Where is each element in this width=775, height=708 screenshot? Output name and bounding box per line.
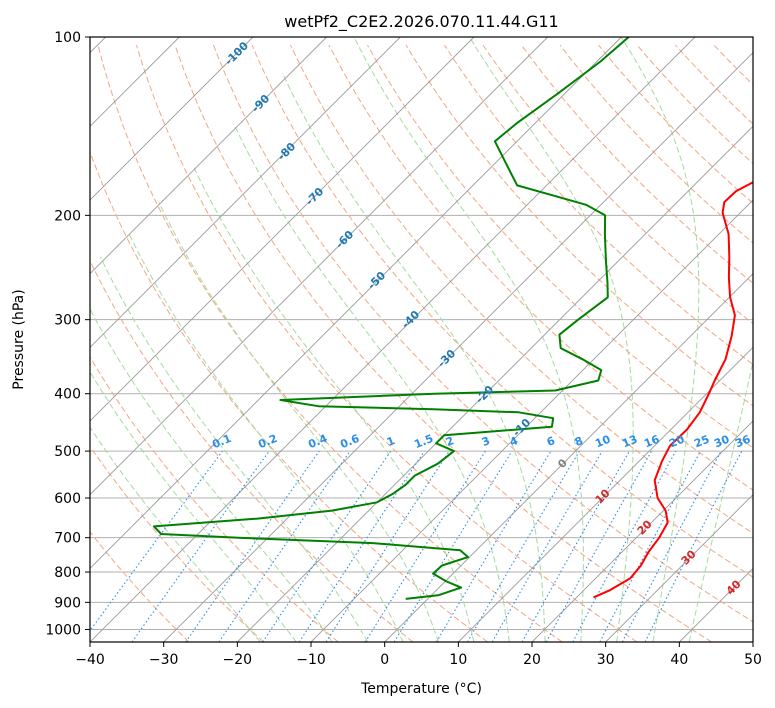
plot-frame bbox=[89, 36, 754, 643]
mixing-ratio-line bbox=[393, 450, 513, 642]
moist-adiabat bbox=[90, 308, 333, 642]
mixing-ratio-line bbox=[325, 450, 450, 642]
y-tick-label: 1000 bbox=[45, 622, 81, 638]
y-tick-label: 400 bbox=[54, 387, 81, 403]
mixing-ratio-line bbox=[90, 450, 223, 632]
moist-adiabat bbox=[353, 37, 584, 642]
x-axis-title: Temperature (°C) bbox=[360, 681, 482, 697]
mixing-ratio-label: 30 bbox=[712, 433, 731, 451]
mixing-ratio-label: 1 bbox=[385, 434, 397, 449]
x-tick-label: −10 bbox=[296, 652, 326, 668]
moist-adiabat bbox=[90, 426, 261, 642]
x-tick-label: 20 bbox=[523, 652, 541, 668]
dry-adiabat bbox=[598, 44, 753, 204]
dry-adiabat bbox=[251, 44, 753, 578]
moist-adiabat bbox=[90, 370, 297, 642]
x-tick-label: 30 bbox=[597, 652, 615, 668]
moist-adiabat bbox=[192, 165, 475, 642]
x-tick-label: −40 bbox=[75, 652, 105, 668]
mixing-ratio-line bbox=[185, 450, 320, 642]
mixing-ratio-label: 8 bbox=[573, 434, 585, 449]
isotherm bbox=[310, 199, 753, 642]
mixing-ratio-label: 25 bbox=[692, 433, 711, 451]
x-axis: −40 −30 −20 −10 0 10 20 30 40 50 bbox=[75, 642, 762, 668]
mixing-ratio-line bbox=[521, 450, 630, 642]
moist-adiabat bbox=[233, 123, 510, 642]
mixing-ratio-label: 3 bbox=[480, 434, 492, 449]
mixing-ratio-line bbox=[298, 450, 425, 642]
moist-adiabats bbox=[90, 37, 753, 642]
y-tick-label: 700 bbox=[54, 531, 81, 547]
x-tick-label: 10 bbox=[449, 652, 467, 668]
mixing-ratio-label: 20 bbox=[667, 433, 686, 451]
isotherm bbox=[90, 37, 254, 201]
y-tick-label: 800 bbox=[54, 565, 81, 581]
dry-adiabat bbox=[136, 44, 638, 642]
isotherm bbox=[605, 494, 753, 642]
mixing-ratio-line bbox=[572, 450, 677, 642]
y-tick-label: 200 bbox=[54, 208, 81, 224]
isotherm bbox=[90, 37, 327, 275]
moist-adiabat bbox=[469, 37, 634, 642]
dry-adiabat bbox=[90, 445, 264, 642]
isotherm bbox=[384, 273, 753, 642]
x-tick-label: 50 bbox=[744, 652, 762, 668]
y-tick-label: 100 bbox=[54, 30, 81, 46]
dry-adiabat bbox=[90, 356, 339, 642]
x-tick-label: −20 bbox=[223, 652, 253, 668]
mixing-ratio-label: 2 bbox=[444, 434, 456, 449]
sounding-traces bbox=[153, 37, 753, 600]
y-axis-title: Pressure (hPa) bbox=[11, 289, 27, 389]
temperature-trace bbox=[593, 181, 753, 599]
isotherm bbox=[90, 37, 475, 422]
x-tick-label: 0 bbox=[380, 652, 389, 668]
dry-adiabat bbox=[636, 44, 753, 165]
isotherm bbox=[163, 52, 753, 642]
moist-adiabat bbox=[688, 358, 753, 642]
mixing-ratio-label: 13 bbox=[620, 433, 639, 451]
isotherm bbox=[90, 37, 548, 496]
y-tick-label: 600 bbox=[54, 491, 81, 507]
mixing-ratio-lines bbox=[90, 450, 743, 642]
mixing-ratio-line bbox=[545, 450, 653, 642]
mixing-ratio-line bbox=[131, 450, 270, 642]
x-tick-label: −30 bbox=[149, 652, 179, 668]
mixing-ratio-line bbox=[644, 450, 743, 642]
moist-adiabat bbox=[99, 256, 369, 642]
dry-adiabat bbox=[521, 44, 753, 284]
dry-adiabat bbox=[213, 44, 753, 623]
y-tick-label: 900 bbox=[54, 595, 81, 611]
isotherm bbox=[90, 37, 622, 569]
isotherm bbox=[90, 37, 696, 642]
dry-adiabat bbox=[482, 44, 753, 325]
pressure-gridlines bbox=[90, 37, 753, 630]
y-tick-label: 500 bbox=[54, 444, 81, 460]
isotherm bbox=[90, 37, 401, 348]
y-axis: 100 200 300 400 500 600 700 800 900 1000 bbox=[45, 30, 90, 638]
mixing-ratio-line bbox=[262, 450, 392, 642]
moist-adiabat bbox=[620, 37, 700, 642]
dewpoint-trace bbox=[153, 37, 630, 600]
mixing-ratio-label: 10 bbox=[593, 433, 612, 451]
dry-adiabat bbox=[97, 44, 563, 642]
mixing-ratio-label: 36 bbox=[733, 433, 752, 451]
moist-adiabat bbox=[281, 72, 546, 642]
dry-adiabat bbox=[328, 44, 753, 491]
isotherm bbox=[531, 420, 753, 642]
dry-adiabat bbox=[90, 259, 414, 642]
y-tick-label: 300 bbox=[54, 313, 81, 329]
dry-adiabat bbox=[559, 44, 753, 244]
dry-adiabat bbox=[174, 44, 712, 642]
isotherm bbox=[458, 346, 753, 642]
chart-title: wetPf2_C2E2.2026.070.11.44.G11 bbox=[284, 12, 558, 32]
moist-adiabat bbox=[158, 201, 439, 642]
x-tick-label: 40 bbox=[670, 652, 688, 668]
mixing-ratio-label: 16 bbox=[642, 433, 661, 451]
dry-adiabat bbox=[367, 44, 753, 449]
mixing-ratio-line bbox=[218, 450, 351, 642]
